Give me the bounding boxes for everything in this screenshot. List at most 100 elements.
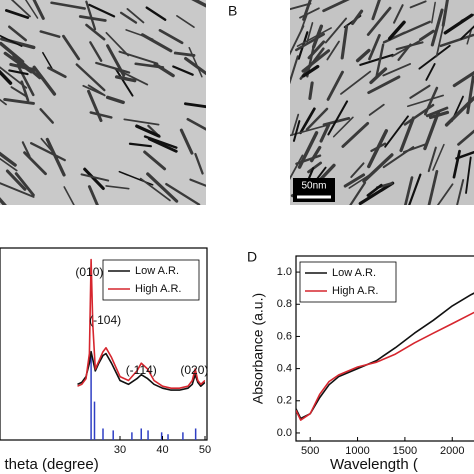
rod	[8, 69, 29, 76]
x-tick-label: 1000	[345, 445, 369, 457]
series-line	[296, 292, 474, 420]
rod	[23, 151, 47, 176]
rods-a	[0, 0, 206, 205]
rod	[147, 137, 178, 153]
rod	[89, 41, 103, 62]
rod	[340, 70, 372, 95]
rod	[324, 17, 348, 44]
rod	[62, 34, 81, 61]
y-tick-label: 0.2	[277, 395, 292, 407]
rod	[367, 75, 401, 95]
legend-box	[102, 259, 200, 301]
rod	[382, 146, 415, 169]
rod	[425, 62, 436, 81]
rod	[403, 103, 435, 126]
x-tick-label: 50	[199, 444, 211, 456]
rod	[42, 51, 53, 70]
rod	[443, 13, 474, 35]
rod	[310, 145, 322, 163]
rod	[0, 182, 35, 198]
rod	[465, 156, 472, 194]
rod	[368, 33, 381, 61]
rod	[407, 94, 444, 108]
rod	[455, 150, 474, 160]
rod	[85, 23, 106, 41]
rod	[0, 151, 17, 167]
plot-area	[77, 258, 205, 440]
rod	[359, 53, 394, 66]
rod	[349, 181, 367, 205]
legend-label: High A.R.	[332, 285, 378, 297]
rod	[24, 0, 39, 19]
rod	[176, 15, 195, 28]
rods-b	[290, 0, 474, 205]
rod	[341, 121, 370, 148]
rod	[382, 31, 406, 44]
rod	[301, 49, 331, 73]
y-tick-label: 0.6	[277, 330, 292, 342]
rod	[395, 41, 424, 51]
peak-label: (-104)	[89, 313, 121, 327]
rod	[106, 44, 126, 77]
legend-label: High A.R.	[135, 283, 181, 295]
rod	[299, 107, 316, 135]
rod	[441, 0, 449, 27]
rod	[191, 0, 206, 8]
rod	[371, 0, 381, 21]
rod	[326, 70, 344, 101]
rod	[428, 110, 450, 120]
x-tick-label: 2000	[440, 445, 464, 457]
rod	[0, 69, 13, 85]
rod	[419, 29, 435, 42]
rod	[189, 178, 206, 187]
scale-text: 50nm	[301, 181, 326, 192]
peak-label: (010)	[75, 265, 103, 279]
rod	[358, 181, 395, 205]
rod	[403, 20, 432, 35]
rod	[409, 0, 427, 9]
legend-label: Low A.R.	[332, 267, 376, 279]
rod	[366, 183, 383, 197]
rod	[10, 0, 31, 18]
rod	[14, 172, 35, 197]
rod	[158, 29, 184, 45]
series-line	[296, 311, 474, 421]
rod	[172, 65, 194, 76]
rod	[382, 63, 412, 77]
rod	[340, 24, 349, 60]
rod	[290, 2, 312, 11]
rod	[460, 25, 474, 40]
rod	[307, 161, 323, 174]
rod	[343, 173, 366, 188]
rod	[8, 25, 28, 42]
rod	[145, 6, 167, 21]
rod	[114, 68, 134, 97]
rod	[88, 3, 116, 18]
rod	[366, 6, 392, 36]
rod	[47, 66, 67, 79]
rod	[32, 65, 57, 96]
rod	[0, 157, 18, 172]
rod	[194, 152, 204, 175]
rod	[40, 137, 59, 159]
rod	[355, 48, 371, 63]
series-line	[77, 350, 205, 391]
rod	[466, 75, 474, 115]
rod	[0, 197, 7, 205]
rod	[153, 62, 175, 78]
rod	[375, 43, 385, 77]
rod	[427, 170, 439, 205]
peak-label: (-114)	[126, 363, 157, 377]
rod	[362, 153, 394, 183]
rod	[5, 9, 30, 19]
rod	[418, 44, 451, 70]
rod	[12, 54, 42, 80]
rod	[452, 149, 461, 179]
rod	[326, 40, 340, 61]
x-tick-label: 500	[301, 445, 319, 457]
rod	[444, 96, 474, 127]
rod	[140, 33, 173, 53]
rod	[393, 4, 404, 24]
rod	[423, 110, 441, 151]
rod	[305, 107, 329, 131]
